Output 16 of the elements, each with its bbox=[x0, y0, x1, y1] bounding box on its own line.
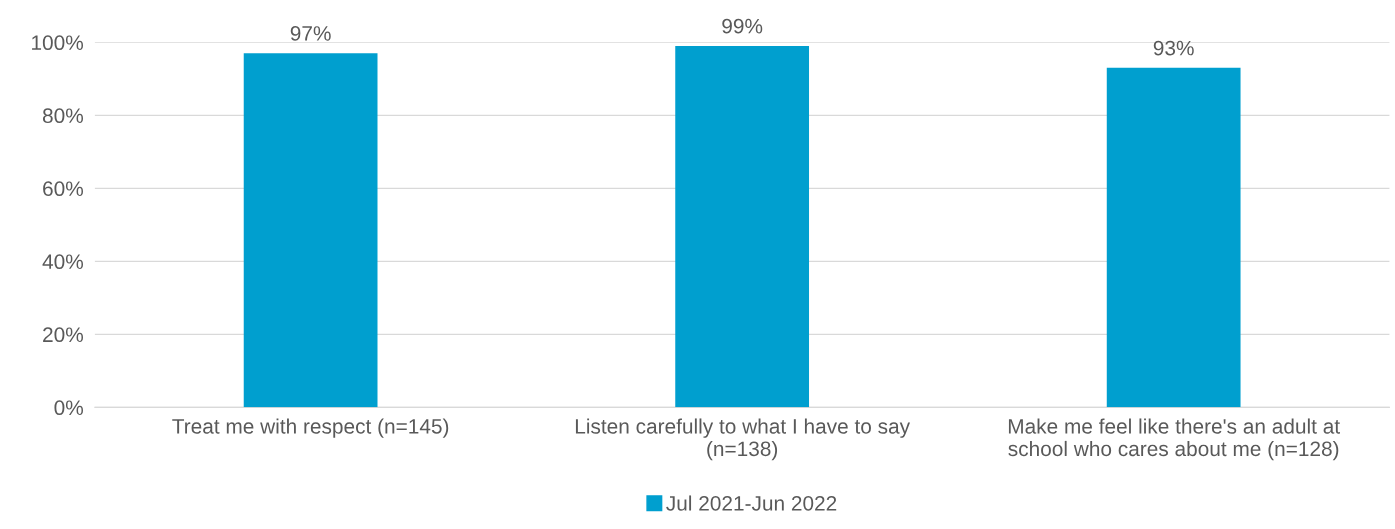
y-tick-label: 40% bbox=[42, 254, 84, 270]
data-label: 99% bbox=[722, 18, 763, 34]
data-label: 93% bbox=[1153, 40, 1194, 56]
x-tick-label: Treat me with respect (n=145) bbox=[172, 418, 449, 438]
bar bbox=[675, 45, 810, 408]
x-tick-label: Make me feel like there's an adult at school who cares about me (n=128) bbox=[1008, 418, 1340, 461]
y-tick-label: 60% bbox=[43, 181, 84, 197]
y-tick-label: 80% bbox=[42, 108, 84, 124]
bar bbox=[243, 53, 378, 408]
bar bbox=[1106, 67, 1241, 408]
data-label: 97% bbox=[290, 26, 331, 41]
y-tick-label: 20% bbox=[43, 327, 84, 343]
legend-label: Jul 2021-Jun 2022 bbox=[666, 495, 837, 511]
x-tick-label: Listen carefully to what I have to say (n=138) bbox=[575, 418, 911, 461]
y-tick-label: 0% bbox=[54, 400, 84, 416]
y-tick-label: 100% bbox=[32, 35, 84, 51]
